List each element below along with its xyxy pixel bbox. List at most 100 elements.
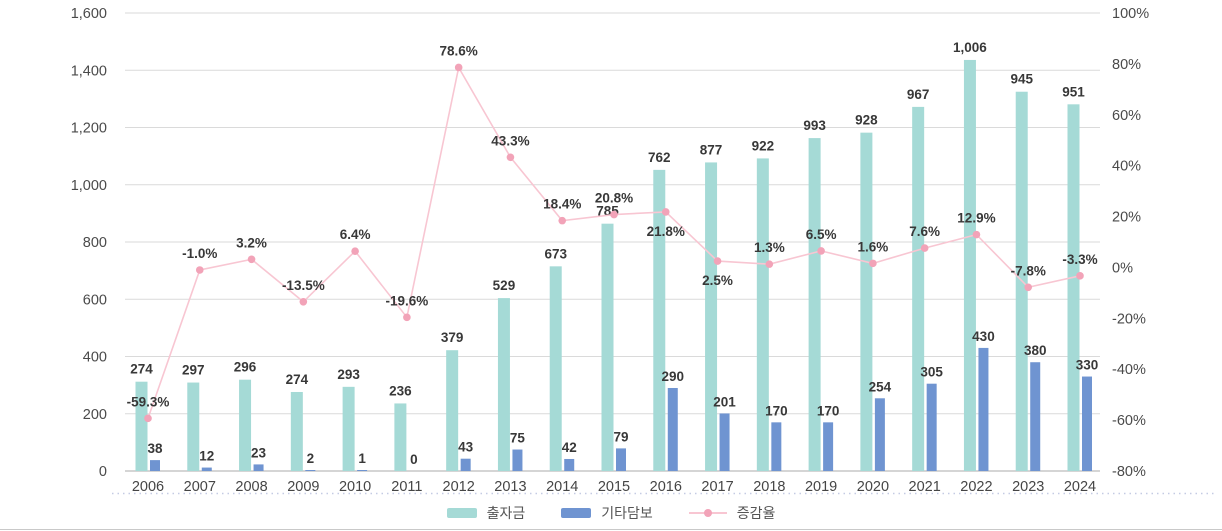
- rate-line-dot: [765, 260, 774, 268]
- bar-value-label: 945: [1010, 72, 1033, 87]
- bar-value-label: 1: [358, 451, 366, 466]
- rate-value-label: 1.6%: [857, 239, 888, 254]
- x-axis-category-label: 2021: [909, 479, 941, 495]
- legend-swatch-icon: [446, 508, 477, 518]
- x-axis-category-label: 2009: [287, 479, 319, 495]
- left-axis-tick-label: 0: [99, 464, 107, 480]
- bar-gitadambo: [616, 448, 626, 471]
- right-axis-tick-label: 60%: [1112, 108, 1141, 124]
- rate-value-label: 43.3%: [491, 133, 529, 148]
- rate-value-label: 20.8%: [595, 191, 633, 206]
- bar-value-label: 201: [713, 394, 736, 409]
- rate-value-label: 7.6%: [909, 224, 940, 239]
- bar-value-label: 430: [972, 329, 995, 344]
- bar-chuljageum: [497, 298, 510, 471]
- bar-value-label: 967: [907, 87, 930, 102]
- bar-gitadambo: [719, 413, 730, 471]
- rate-line-dot: [247, 255, 256, 264]
- bar-value-label: 928: [855, 113, 878, 128]
- bar-chuljageum: [756, 158, 769, 472]
- legend-dot-icon: [703, 509, 712, 517]
- x-axis-category-label: 2015: [598, 479, 630, 495]
- x-axis-category-label: 2012: [443, 479, 475, 495]
- left-axis-tick-label: 600: [83, 292, 107, 308]
- right-axis-tick-label: -20%: [1112, 311, 1146, 327]
- bar-value-label: 23: [251, 445, 267, 460]
- x-axis-category-label: 2024: [1064, 479, 1096, 495]
- bar-chuljageum: [1067, 104, 1080, 471]
- x-axis-category-label: 2018: [753, 479, 785, 495]
- bar-value-label: 293: [337, 367, 360, 382]
- rate-line-dot: [869, 259, 877, 268]
- bar-value-label: 305: [920, 365, 943, 380]
- rate-value-label: -19.6%: [385, 293, 428, 308]
- rate-line-dot: [661, 208, 670, 216]
- right-axis-tick-label: -40%: [1112, 362, 1146, 378]
- left-axis-tick-label: 200: [83, 407, 107, 423]
- x-axis-category-label: 2023: [1012, 479, 1044, 495]
- legend-swatch-icon: [561, 508, 592, 518]
- legend-item: 출자금: [446, 503, 526, 523]
- bar-value-label: 274: [286, 372, 309, 387]
- rate-line-dot: [558, 216, 567, 225]
- rate-value-label: -59.3%: [127, 394, 170, 409]
- x-axis-category-label: 2006: [132, 479, 164, 495]
- rate-line-dot: [920, 244, 929, 252]
- bar-value-label: 254: [869, 379, 892, 394]
- left-axis-tick-label: 1,600: [71, 6, 107, 22]
- bar-gitadambo: [357, 470, 368, 471]
- legend-item: 기타담보: [561, 503, 653, 523]
- bar-value-label: 380: [1024, 343, 1047, 358]
- rate-line-dot: [454, 63, 463, 72]
- rate-value-label: -13.5%: [282, 278, 325, 293]
- left-axis-tick-label: 1,400: [71, 63, 107, 79]
- bar-value-label: 330: [1076, 358, 1099, 373]
- rate-line-dot: [972, 230, 981, 239]
- bar-chuljageum: [290, 391, 303, 471]
- bottom-divider: [0, 529, 1222, 530]
- rate-line-dot: [144, 414, 152, 423]
- rate-value-label: 78.6%: [440, 43, 478, 58]
- right-axis-tick-label: -80%: [1112, 464, 1146, 480]
- x-axis-category-label: 2007: [184, 479, 216, 495]
- bar-chuljageum: [342, 386, 355, 471]
- bar-gitadambo: [460, 458, 471, 471]
- bar-chuljageum: [549, 266, 562, 471]
- left-axis-tick-label: 400: [83, 350, 107, 366]
- rate-value-label: 18.4%: [543, 197, 581, 212]
- bar-chuljageum: [860, 132, 873, 471]
- bar-chuljageum: [963, 59, 976, 471]
- rate-value-label: -3.3%: [1062, 252, 1097, 267]
- bar-value-label: 2: [307, 451, 315, 466]
- bar-value-label: 1,006: [953, 40, 987, 55]
- rate-value-label: 6.5%: [806, 227, 837, 242]
- rate-line-dot: [195, 266, 204, 274]
- bar-chuljageum: [705, 162, 718, 472]
- rate-line-dot: [1076, 272, 1084, 280]
- legend-label: 출자금: [486, 505, 526, 521]
- bar-gitadambo: [305, 470, 316, 471]
- rate-value-label: 2.5%: [702, 273, 733, 288]
- bar-gitadambo: [667, 387, 678, 471]
- bar-value-label: 75: [510, 431, 526, 446]
- bar-chuljageum: [394, 403, 407, 471]
- bar-chuljageum: [601, 223, 614, 471]
- bar-value-label: 379: [441, 330, 464, 345]
- bar-gitadambo: [1030, 362, 1041, 471]
- bar-value-label: 38: [147, 441, 163, 456]
- rate-value-label: 6.4%: [340, 227, 371, 242]
- bar-gitadambo: [253, 464, 264, 471]
- bar-gitadambo: [771, 422, 782, 471]
- rate-value-label: 3.2%: [236, 235, 267, 250]
- legend-label: 기타담보: [601, 505, 653, 521]
- rate-line-dot: [403, 313, 411, 322]
- bar-value-label: 922: [752, 138, 775, 153]
- bar-value-label: 297: [182, 363, 205, 378]
- bar-value-label: 296: [234, 360, 257, 375]
- legend-label: 증감율: [736, 505, 776, 521]
- bar-value-label: 0: [410, 452, 418, 467]
- x-axis-category-label: 2022: [960, 479, 992, 495]
- rate-value-label: -7.8%: [1011, 263, 1046, 278]
- rate-value-label: 21.8%: [647, 224, 685, 239]
